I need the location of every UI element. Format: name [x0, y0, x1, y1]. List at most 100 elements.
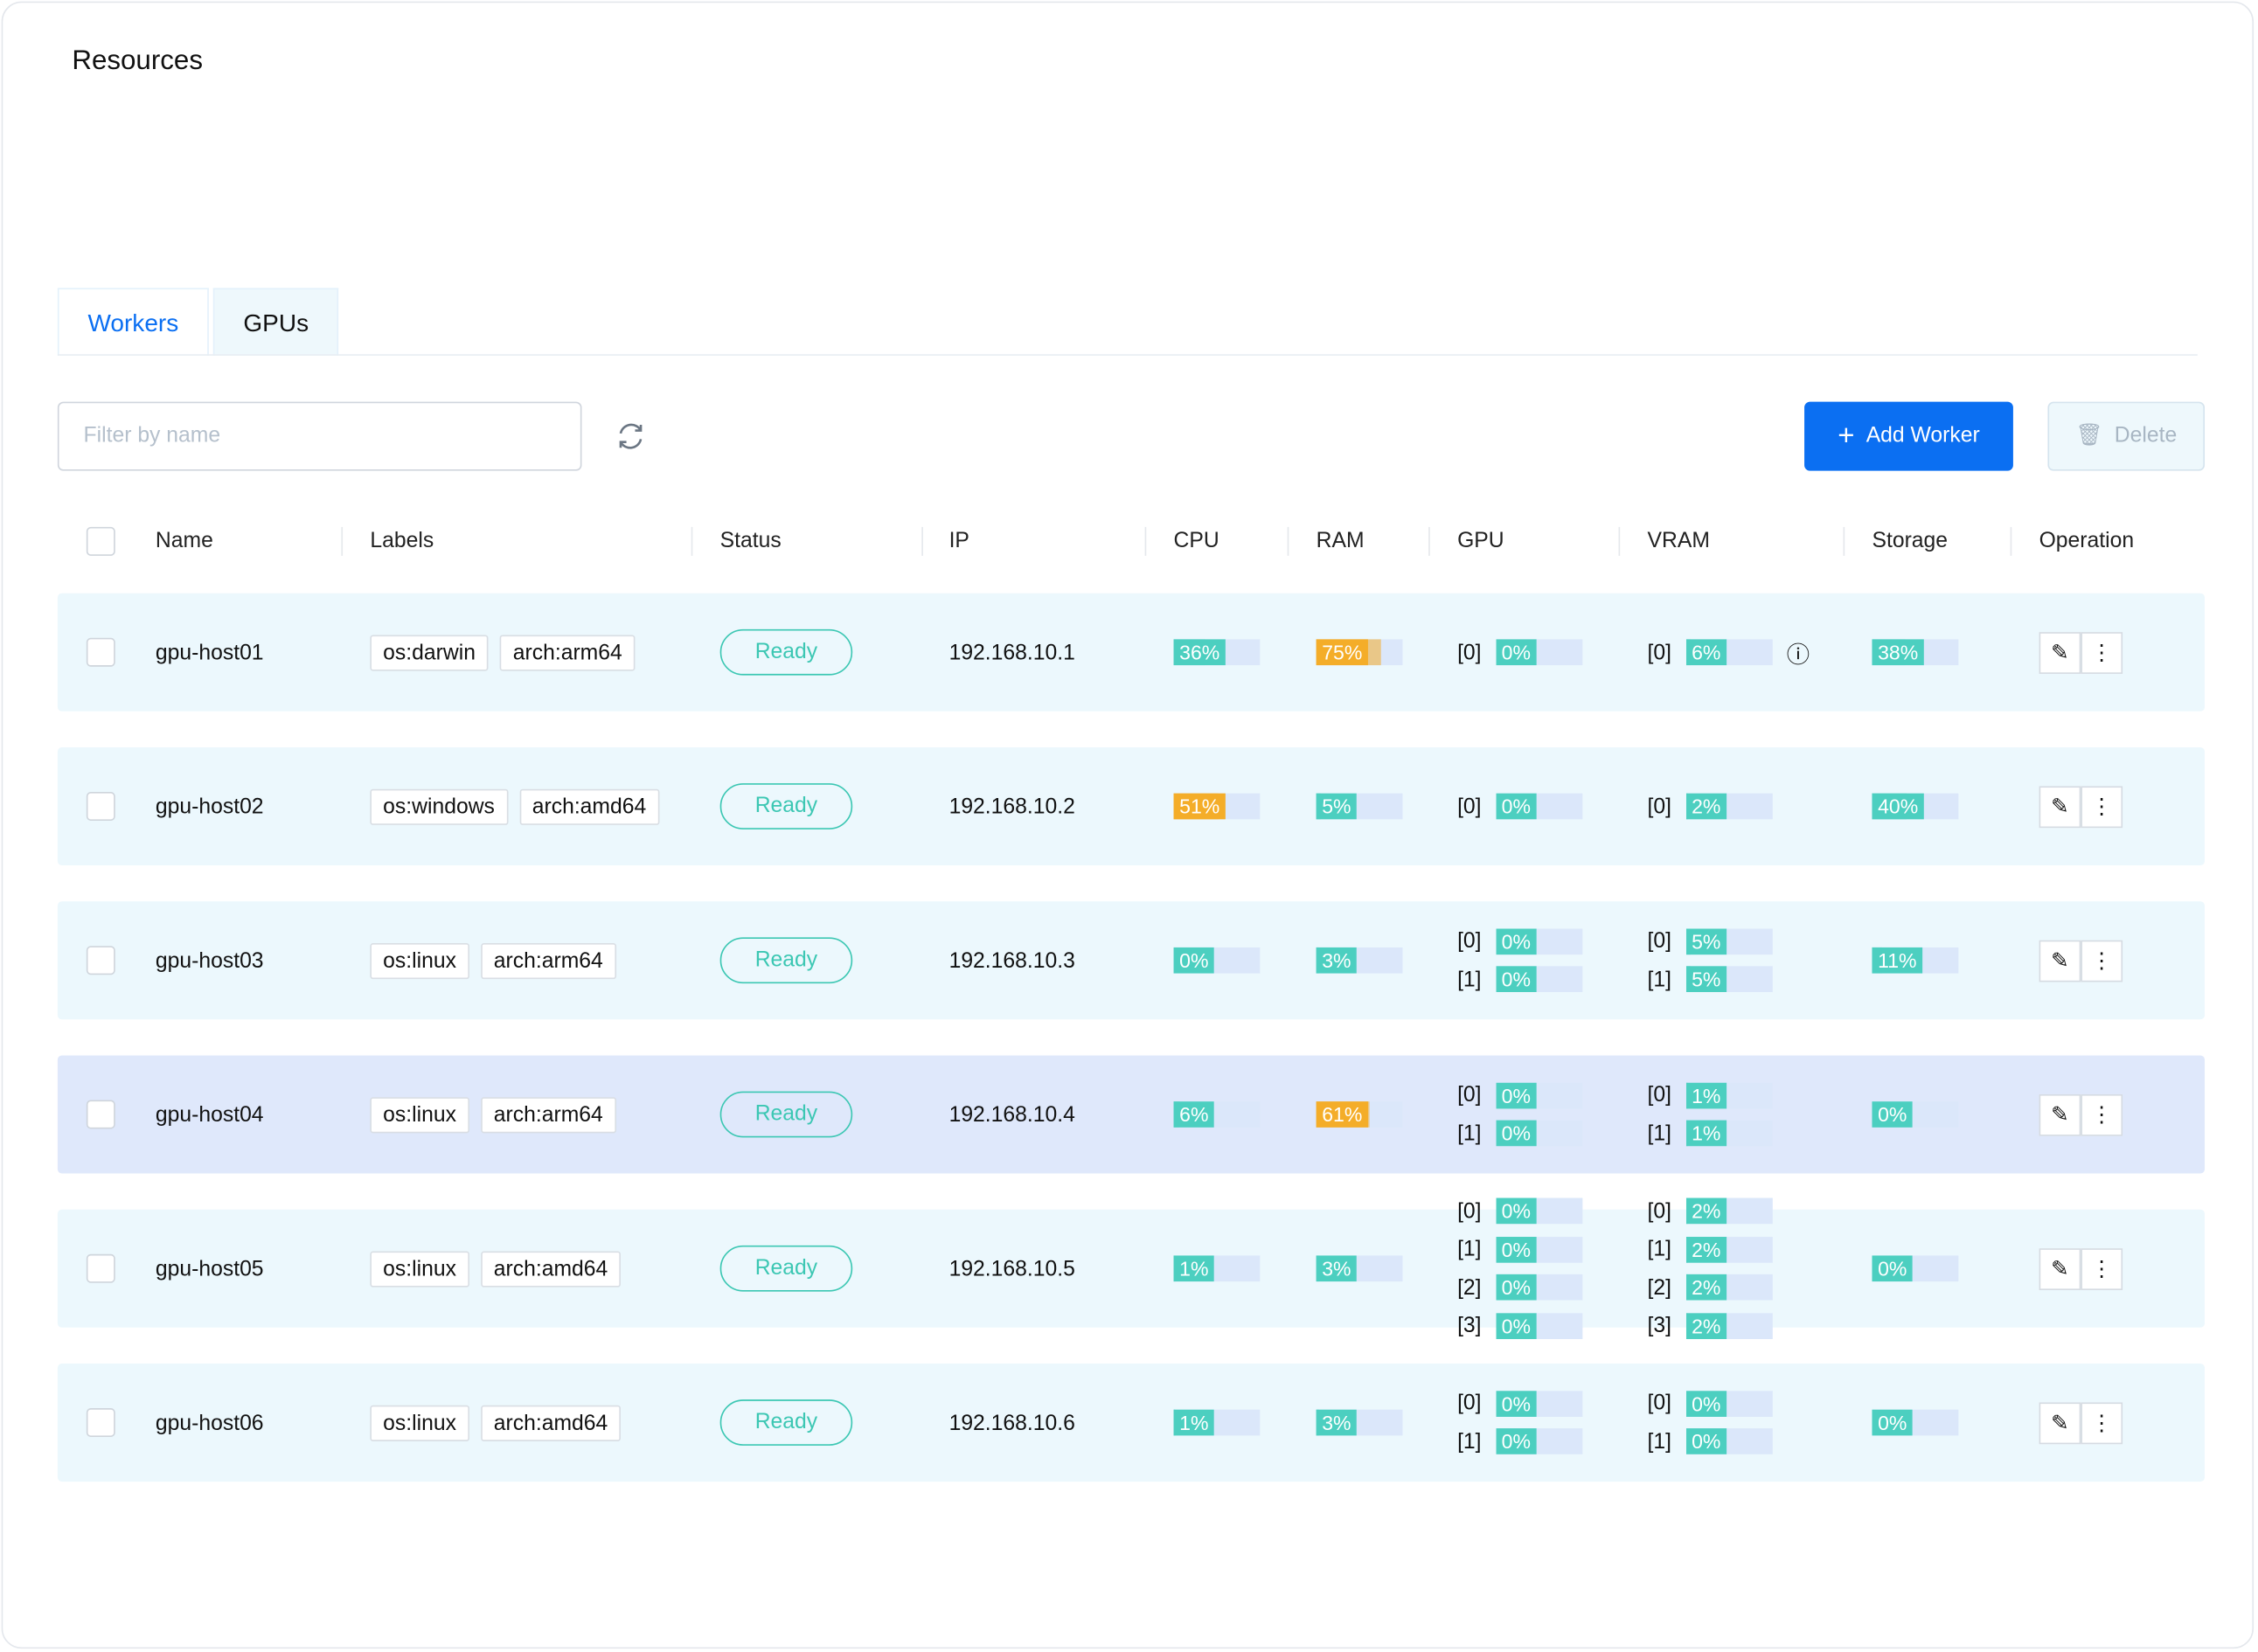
more-button[interactable]: ⋮ — [2081, 1093, 2123, 1135]
more-button[interactable]: ⋮ — [2081, 939, 2123, 982]
checkbox[interactable] — [86, 637, 115, 667]
usage-bar: 0% — [1496, 1082, 1582, 1109]
checkbox[interactable] — [86, 526, 115, 556]
more-button[interactable]: ⋮ — [2081, 631, 2123, 674]
edit-button[interactable]: ✎ — [2039, 939, 2081, 982]
usage-bar: 1% — [1685, 1082, 1773, 1109]
gpu-entry: [0] 0% — [1457, 1197, 1582, 1225]
storage-cell: 0% — [1872, 1210, 1959, 1328]
select-cell — [86, 593, 115, 711]
select-cell — [86, 901, 115, 1019]
more-button[interactable]: ⋮ — [2081, 1247, 2123, 1290]
ip-cell: 192.168.10.6 — [949, 1364, 1075, 1482]
gpu-cell: [0] 0% [1] 0% [2] 0% [3] 0% — [1457, 1197, 1582, 1339]
checkbox[interactable] — [86, 946, 115, 975]
ip-address: 192.168.10.4 — [948, 1102, 1075, 1128]
plus-icon: + — [1838, 420, 1855, 453]
usage-label: 0% — [1685, 1428, 1727, 1455]
refresh-icon[interactable] — [615, 420, 646, 452]
edit-button[interactable]: ✎ — [2039, 1401, 2081, 1444]
usage-bar: 0% — [1872, 1255, 1959, 1282]
checkbox[interactable] — [86, 1408, 115, 1438]
tab[interactable]: Workers — [57, 288, 209, 356]
vram-cell: [0] 5% [1] 5% — [1648, 901, 1773, 1019]
label-tag: arch:arm64 — [480, 1096, 616, 1133]
ram-cell: 75% — [1316, 593, 1403, 711]
vram-entry: [0] 2% — [1648, 793, 1773, 820]
edit-button[interactable]: ✎ — [2039, 1093, 2081, 1135]
usage-bar: 1% — [1173, 1409, 1261, 1436]
column-separator — [691, 526, 693, 556]
column-header: RAM — [1316, 528, 1365, 553]
usage-bar: 40% — [1872, 793, 1959, 820]
status-badge: Ready — [719, 783, 853, 829]
tab[interactable]: GPUs — [212, 288, 339, 356]
gpu-list: [0] 0% [1] 0% — [1457, 1390, 1582, 1455]
usage-label: 75% — [1316, 639, 1368, 666]
usage-bar: 36% — [1173, 639, 1261, 666]
label-tag: arch:arm64 — [480, 942, 616, 979]
divider — [57, 354, 2198, 356]
operation-cell: ✎ ⋮ — [2039, 901, 2123, 1019]
gpu-cell: [0] 0% [1] 0% — [1457, 1055, 1582, 1173]
worker-name: gpu-host03 — [155, 947, 264, 973]
checkbox[interactable] — [86, 1253, 115, 1283]
column-separator — [1287, 526, 1289, 556]
edit-button[interactable]: ✎ — [2039, 1247, 2081, 1290]
ip-cell: 192.168.10.5 — [949, 1210, 1075, 1328]
operation-cell: ✎ ⋮ — [2039, 1210, 2123, 1328]
vram-index: [1] — [1647, 1237, 1672, 1262]
usage-bar: 0% — [1872, 1101, 1959, 1128]
column-separator — [921, 526, 923, 556]
filter-input[interactable]: Filter by name — [57, 401, 582, 471]
gpu-entry: [0] 0% — [1457, 1390, 1582, 1417]
vram-list: [0] 6% ⓘ — [1648, 639, 1810, 668]
usage-label: 5% — [1685, 928, 1727, 954]
status-cell: Ready — [719, 593, 853, 711]
usage-label: 0% — [1496, 1197, 1537, 1225]
labels-cell: os:linux arch:amd64 — [370, 1250, 686, 1287]
usage-label: 5% — [1685, 966, 1727, 993]
add-button[interactable]: + Add Worker — [1804, 401, 2013, 471]
usage-bar: 1% — [1685, 1121, 1773, 1147]
worker-name: gpu-host01 — [155, 640, 264, 665]
checkbox[interactable] — [86, 792, 115, 821]
usage-label: 0% — [1173, 947, 1215, 974]
usage-bar: 0% — [1496, 928, 1582, 954]
usage-bar: 2% — [1685, 1312, 1773, 1339]
vram-list: [0] 5% [1] 5% — [1648, 928, 1773, 993]
gpu-index: [0] — [1457, 1083, 1482, 1108]
edit-button[interactable]: ✎ — [2039, 785, 2081, 828]
label-tag: os:linux — [370, 1250, 469, 1287]
more-button[interactable]: ⋮ — [2081, 785, 2123, 828]
column-separator — [2010, 526, 2012, 556]
vram-entry: [0] 6% ⓘ — [1648, 639, 1810, 668]
usage-label: 0% — [1496, 1390, 1537, 1417]
usage-label: 2% — [1685, 1312, 1727, 1339]
worker-name: gpu-host05 — [155, 1256, 264, 1281]
column-header: GPU — [1457, 528, 1504, 553]
delete-button[interactable]: 🗑︎ Delete — [2047, 401, 2206, 471]
usage-label: 6% — [1685, 639, 1727, 666]
status-cell: Ready — [719, 747, 853, 865]
vram-entry: [1] 0% — [1648, 1428, 1773, 1455]
edit-button[interactable]: ✎ — [2039, 631, 2081, 674]
more-button[interactable]: ⋮ — [2081, 1401, 2123, 1444]
operations: ✎ ⋮ — [2039, 1247, 2123, 1290]
ip-cell: 192.168.10.3 — [949, 901, 1075, 1019]
usage-bar: 0% — [1496, 1390, 1582, 1417]
column-header: Status — [719, 528, 782, 553]
status-badge: Ready — [719, 628, 853, 676]
usage-label: 1% — [1173, 1409, 1215, 1436]
status-badge: Ready — [719, 937, 853, 984]
info-icon[interactable]: ⓘ — [1786, 643, 1810, 669]
usage-label: 38% — [1872, 639, 1924, 666]
label-tag: os:windows — [370, 788, 508, 825]
checkbox[interactable] — [86, 1100, 115, 1129]
usage-bar: 75% — [1316, 639, 1403, 666]
vram-entry: [1] 1% — [1648, 1121, 1773, 1147]
vram-entry: [3] 2% — [1648, 1312, 1773, 1339]
vram-index: [0] — [1647, 1083, 1672, 1108]
label-tag: os:darwin — [370, 634, 489, 670]
column-separator — [1843, 526, 1845, 556]
